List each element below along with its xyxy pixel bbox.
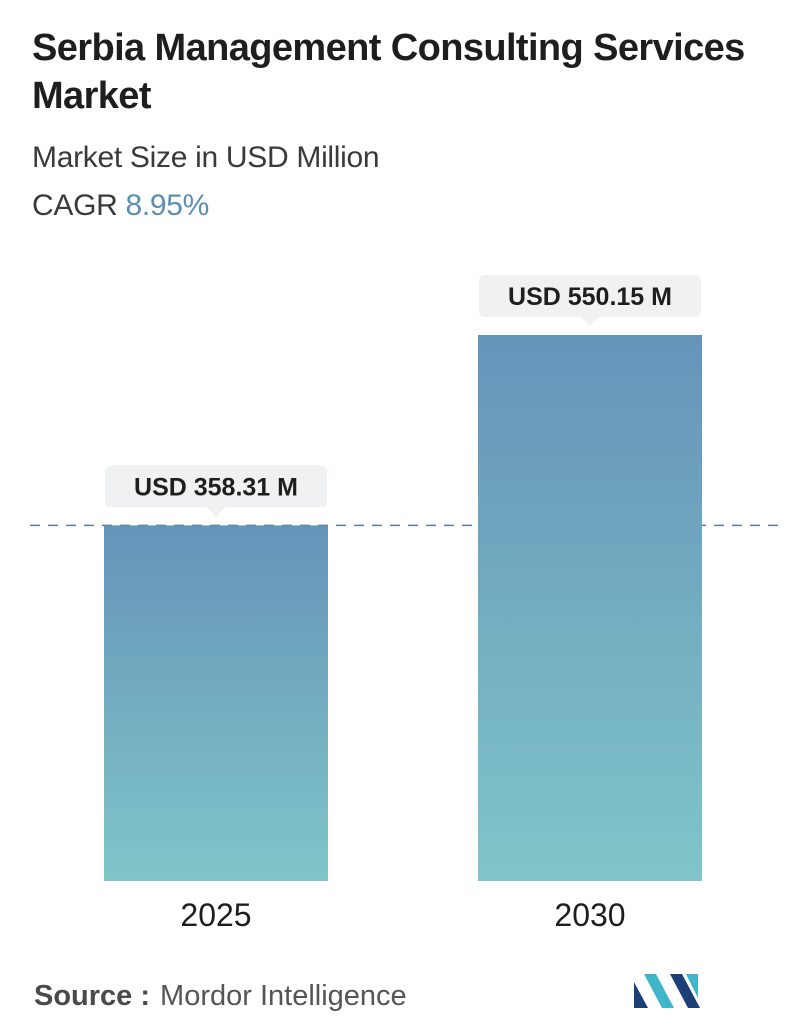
bar-2025 — [104, 525, 328, 881]
x-tick-label-2030: 2030 — [554, 897, 625, 933]
logo-left-shape — [634, 982, 648, 1008]
chart-title: Serbia Management Consulting Services Ma… — [32, 27, 745, 117]
data-label-box-2030 — [479, 275, 701, 326]
chart-subtitle: Market Size in USD Million — [32, 141, 380, 174]
data-label-2030: USD 550.15 M — [508, 283, 672, 311]
cagr-line: CAGR 8.95% — [32, 186, 209, 226]
source-label: Source : — [34, 980, 151, 1012]
bars-layer — [104, 335, 702, 881]
logo-right-bar — [686, 974, 698, 998]
logo-middle-shape — [644, 974, 674, 1008]
x-tick-label-2025: 2025 — [180, 897, 251, 933]
bar-2030 — [478, 335, 702, 881]
logo-right-shape — [670, 974, 700, 1008]
source-value: Mordor Intelligence — [160, 980, 407, 1012]
cagr-value: 8.95% — [125, 189, 210, 222]
data-label-2025: USD 358.31 M — [134, 473, 298, 501]
source-line: Source : Mordor Intelligence — [34, 978, 407, 1014]
bar-chart: USD 358.31 M 2025 USD 550.15 M 2030 — [30, 275, 782, 933]
cagr-label: CAGR — [32, 189, 118, 222]
mordor-intelligence-logo-icon — [634, 974, 700, 1008]
data-label-box-2025 — [105, 465, 327, 517]
labels-layer: USD 358.31 M 2025 USD 550.15 M 2030 — [105, 275, 701, 933]
